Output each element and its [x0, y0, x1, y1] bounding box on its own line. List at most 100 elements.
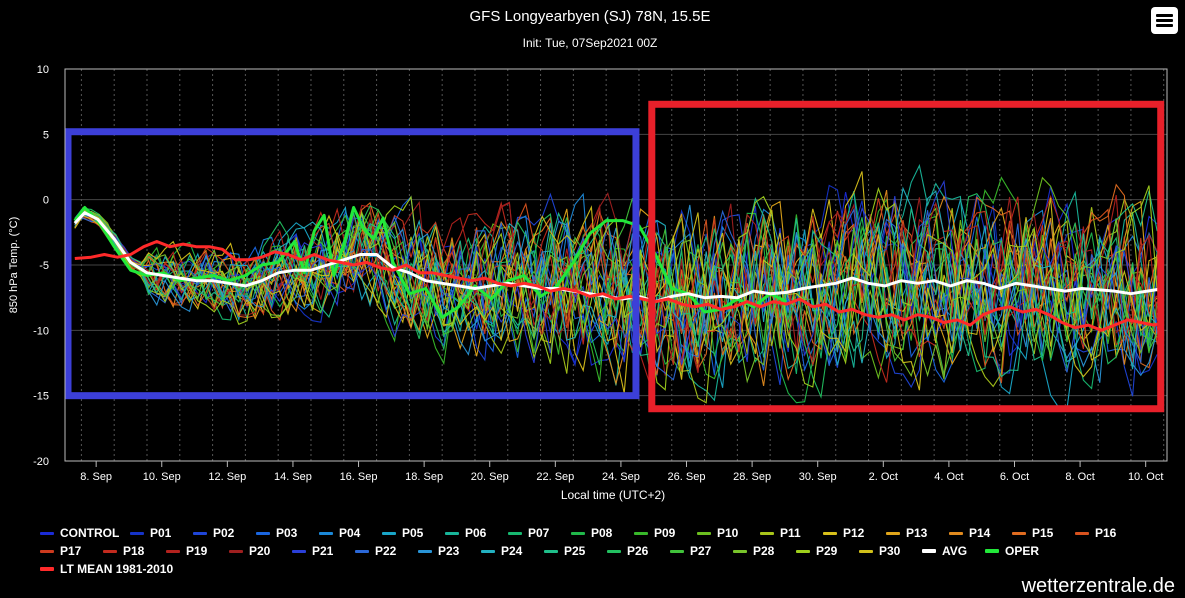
x-tick-label: 6. Oct	[1000, 471, 1029, 483]
series-line-p22	[74, 207, 1158, 381]
x-axis-label: Local time (UTC+2)	[561, 488, 665, 502]
legend-item[interactable]: CONTROL	[40, 526, 130, 540]
legend-item[interactable]: P25	[544, 544, 607, 558]
legend-label: P05	[402, 526, 424, 540]
legend-label: P24	[501, 544, 523, 558]
x-tick-label: 8. Oct	[1065, 471, 1094, 483]
legend-item[interactable]: P06	[445, 526, 508, 540]
legend-item[interactable]: P23	[418, 544, 481, 558]
legend-swatch	[382, 531, 396, 535]
legend-label: P08	[591, 526, 613, 540]
legend-swatch	[508, 531, 522, 535]
legend-item[interactable]: P28	[733, 544, 796, 558]
legend-label: P04	[339, 526, 361, 540]
legend-label: P23	[438, 544, 460, 558]
legend-swatch	[697, 531, 711, 535]
legend-item[interactable]: P01	[130, 526, 193, 540]
legend-item[interactable]: LT MEAN 1981-2010	[40, 562, 220, 576]
watermark: wetterzentrale.de	[1021, 575, 1175, 597]
legend-label: P10	[717, 526, 739, 540]
legend-swatch	[1012, 531, 1026, 535]
legend-swatch	[229, 549, 243, 553]
legend-item[interactable]: P05	[382, 526, 445, 540]
legend-label: P03	[276, 526, 298, 540]
y-tick-label: -15	[33, 391, 49, 403]
legend-swatch	[985, 549, 999, 553]
legend-item[interactable]: P10	[697, 526, 760, 540]
legend-item[interactable]: P07	[508, 526, 571, 540]
legend-item[interactable]: P24	[481, 544, 544, 558]
legend-item[interactable]: P27	[670, 544, 733, 558]
legend-swatch	[544, 549, 558, 553]
legend-label: P06	[465, 526, 487, 540]
legend-item[interactable]: P16	[1075, 526, 1138, 540]
legend-item[interactable]: P30	[859, 544, 922, 558]
legend-item[interactable]: P13	[886, 526, 949, 540]
x-tick-label: 24. Sep	[602, 471, 640, 483]
series-line-lt-mean-1981-2010	[74, 240, 1165, 332]
legend-swatch	[733, 549, 747, 553]
legend-item[interactable]: P14	[949, 526, 1012, 540]
legend-item[interactable]: P02	[193, 526, 256, 540]
legend-item[interactable]: P11	[760, 526, 823, 540]
y-tick-label: -20	[33, 456, 49, 468]
legend-item[interactable]: P20	[229, 544, 292, 558]
x-tick-label: 18. Sep	[405, 471, 443, 483]
legend-item[interactable]: P26	[607, 544, 670, 558]
series-line-p01	[74, 184, 1158, 375]
legend-label: P11	[780, 526, 801, 540]
y-tick-label: -5	[39, 260, 49, 272]
legend-swatch	[796, 549, 810, 553]
x-tick-label: 8. Sep	[80, 471, 112, 483]
y-axis-label: 850 hPa Temp. (°C)	[8, 217, 20, 314]
legend-label: P02	[213, 526, 235, 540]
series-line-oper	[73, 206, 788, 319]
legend-swatch	[823, 531, 837, 535]
legend-item[interactable]: P21	[292, 544, 355, 558]
x-tick-label: 12. Sep	[208, 471, 246, 483]
chart-subtitle: Init: Tue, 07Sep2021 00Z	[523, 36, 658, 50]
legend-swatch	[670, 549, 684, 553]
legend-swatch	[949, 531, 963, 535]
legend-label: P16	[1095, 526, 1117, 540]
legend-swatch	[481, 549, 495, 553]
legend-swatch	[445, 531, 459, 535]
legend-label: LT MEAN 1981-2010	[60, 562, 174, 576]
x-tick-label: 4. Oct	[934, 471, 963, 483]
legend-item[interactable]: P29	[796, 544, 859, 558]
legend: CONTROL P01 P02 P03 P04 P05 P06 P07 P08 P09 P10 P11…	[40, 524, 1160, 578]
legend-label: P20	[249, 544, 271, 558]
legend-swatch	[571, 531, 585, 535]
legend-item[interactable]: AVG	[922, 544, 985, 558]
legend-item[interactable]: P04	[319, 526, 382, 540]
legend-item[interactable]: P09	[634, 526, 697, 540]
legend-item[interactable]: P03	[256, 526, 319, 540]
legend-label: P18	[123, 544, 145, 558]
legend-item[interactable]: P12	[823, 526, 886, 540]
legend-label: P14	[969, 526, 991, 540]
x-axis-ticks: 8. Sep 10. Sep 12. Sep 14. Sep 16. Sep 18. Se…	[80, 461, 1163, 483]
legend-swatch	[130, 531, 144, 535]
x-tick-label: 10. Sep	[143, 471, 181, 483]
x-tick-label: 22. Sep	[536, 471, 574, 483]
legend-row: CONTROL P01 P02 P03 P04 P05 P06 P07 P08 P09 P10 P11…	[40, 524, 1160, 542]
legend-swatch	[40, 549, 54, 553]
legend-row: LT MEAN 1981-2010	[40, 560, 1160, 578]
legend-item[interactable]: P17	[40, 544, 103, 558]
legend-item[interactable]: P19	[166, 544, 229, 558]
legend-label: P19	[186, 544, 208, 558]
legend-item[interactable]: P18	[103, 544, 166, 558]
legend-label: AVG	[942, 544, 968, 558]
legend-item[interactable]: OPER	[985, 544, 1048, 558]
legend-item[interactable]: P22	[355, 544, 418, 558]
hamburger-menu-icon[interactable]	[1151, 7, 1178, 34]
legend-swatch	[40, 567, 54, 571]
x-tick-label: 28. Sep	[733, 471, 771, 483]
x-tick-label: 2. Oct	[869, 471, 898, 483]
x-tick-label: 14. Sep	[274, 471, 312, 483]
plot-frame	[64, 68, 1168, 462]
legend-item[interactable]: P08	[571, 526, 634, 540]
legend-item[interactable]: P15	[1012, 526, 1075, 540]
legend-label: P13	[906, 526, 928, 540]
